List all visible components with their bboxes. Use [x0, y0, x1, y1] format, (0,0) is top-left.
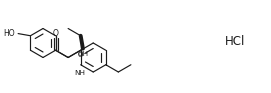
Text: O: O [78, 52, 83, 58]
Text: HCl: HCl [225, 35, 245, 48]
Text: O: O [53, 29, 59, 38]
Text: OH: OH [78, 51, 89, 57]
Text: NH: NH [74, 70, 85, 76]
Text: HO: HO [4, 29, 15, 38]
